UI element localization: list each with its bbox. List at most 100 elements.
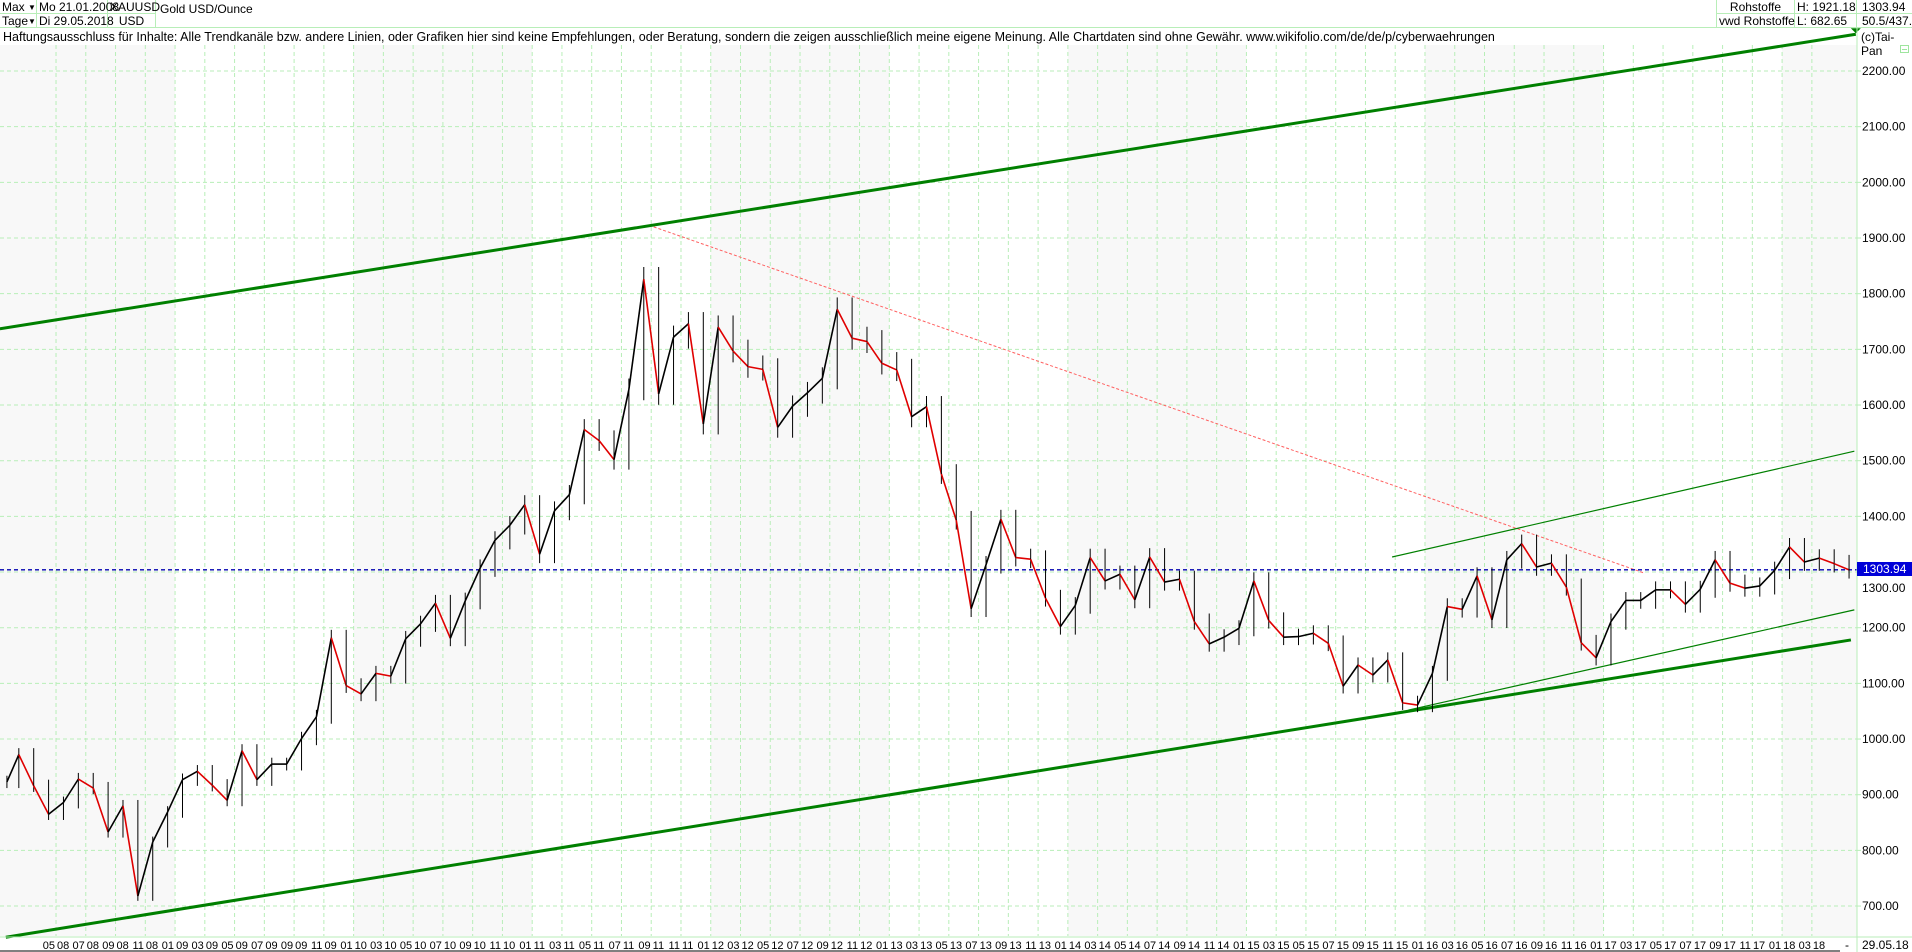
price-segment <box>285 738 303 765</box>
price-segment <box>1104 573 1121 582</box>
collapse-button[interactable] <box>1900 45 1909 53</box>
price-segment <box>881 362 898 371</box>
x-tick-label: 07 14 <box>1144 940 1171 952</box>
price-segment <box>18 754 35 787</box>
price-segment <box>1595 621 1612 659</box>
price-segment <box>241 750 258 781</box>
x-tick-label: 11 10 <box>490 940 516 952</box>
y-tick-label: 2200.00 <box>1862 64 1906 78</box>
price-segment <box>122 805 139 897</box>
price-segment <box>747 365 763 371</box>
price-segment <box>1283 635 1299 638</box>
trendline-lower-channel <box>5 638 1852 939</box>
y-tick-label: 1600.00 <box>1862 398 1906 412</box>
price-segment <box>360 672 377 695</box>
price-segment <box>1119 573 1136 601</box>
period-dropdown[interactable]: Max ▼ <box>0 0 37 14</box>
x-tick-label: 01 13 <box>876 940 903 952</box>
x-tick-label: 01 15 <box>1233 940 1260 952</box>
x-tick-label: 05 17 <box>1650 940 1677 952</box>
price-segment <box>1223 627 1240 638</box>
x-tick-label: 07 10 <box>430 940 457 952</box>
price-segment <box>821 309 839 379</box>
x-tick-label: 07 17 <box>1680 940 1707 952</box>
y-tick-label: 1700.00 <box>1862 342 1906 356</box>
price-segment <box>48 801 64 815</box>
price-segment <box>911 406 927 418</box>
price-segment <box>1268 619 1285 638</box>
x-tick-label: 11 08 <box>132 940 158 952</box>
year-band <box>1782 45 1857 936</box>
price-segment <box>1788 546 1805 563</box>
price-segment <box>509 504 526 526</box>
price-segment <box>1015 556 1031 561</box>
year-band <box>0 45 176 936</box>
price-segment <box>107 805 124 833</box>
price-segment <box>1059 604 1076 628</box>
price-segment <box>211 784 228 801</box>
price-segment <box>152 811 169 843</box>
price-segment <box>1744 585 1760 589</box>
price-segment <box>1759 569 1776 587</box>
price-segment <box>1461 575 1478 610</box>
y-tick-label: 1300.00 <box>1862 581 1906 595</box>
y-tick-label: 1400.00 <box>1862 509 1906 523</box>
x-tick-label: 09 09 <box>281 940 308 952</box>
x-tick-label: 03 14 <box>1084 940 1111 952</box>
price-segment <box>1773 546 1791 571</box>
x-tick-label: 11 09 <box>311 940 337 952</box>
x-range-dash: - <box>1845 938 1849 952</box>
price-segment <box>657 336 675 395</box>
chevron-down-icon: ▼ <box>28 16 36 26</box>
price-segment <box>628 279 645 390</box>
x-tick-label: 05 10 <box>400 940 427 952</box>
price-segment <box>1402 702 1418 706</box>
price-segment <box>1491 559 1508 621</box>
price-segment <box>390 638 407 677</box>
x-tick-label: 11 15 <box>1382 940 1408 952</box>
price-segment <box>375 672 391 677</box>
price-segment <box>1580 642 1597 659</box>
price-segment <box>792 392 808 407</box>
price-segment <box>77 778 94 789</box>
price-segment <box>553 494 570 512</box>
price-segment <box>226 750 243 801</box>
start-date: Mo 21.01.2008 <box>37 0 120 14</box>
price-segment <box>1416 673 1434 706</box>
price-segment <box>762 369 779 428</box>
x-tick-label: 05 14 <box>1114 940 1141 952</box>
price-segment <box>1536 562 1552 568</box>
x-tick-label: 05 11 <box>579 940 605 952</box>
price-segment <box>1134 556 1151 601</box>
price-segment <box>345 684 362 695</box>
x-tick-label: 03 10 <box>370 940 397 952</box>
price-segment <box>1640 589 1657 602</box>
y-tick-label: 1200.00 <box>1862 621 1906 635</box>
interval-dropdown[interactable]: Tage▼ <box>0 14 37 28</box>
x-tick-label: 09 10 <box>459 940 486 952</box>
price-segment <box>538 510 556 555</box>
instrument-name: Gold USD/Ounce <box>156 0 1717 28</box>
price-segment <box>1238 580 1255 629</box>
x-tick-label: 11 17 <box>1739 940 1765 952</box>
grid-lines <box>0 45 1857 936</box>
y-tick-label: 1800.00 <box>1862 287 1906 301</box>
price-segment <box>1164 578 1180 583</box>
price-segment <box>1208 636 1225 645</box>
price-segment <box>940 473 958 521</box>
price-segment <box>330 637 347 686</box>
price-segment <box>732 350 749 368</box>
x-tick-label: 03 11 <box>549 940 575 952</box>
x-tick-label: 05 16 <box>1471 940 1498 952</box>
y-tick-label: 800.00 <box>1862 843 1899 857</box>
price-segment <box>583 428 600 442</box>
interval-label: Tage <box>2 14 29 28</box>
x-tick-label: 09 12 <box>817 940 844 952</box>
x-tick-label: 07 13 <box>965 940 992 952</box>
chevron-down-icon: ▼ <box>28 2 36 12</box>
x-tick-label: 11 11 <box>669 940 694 952</box>
source-name: Rohstoffe <box>1717 0 1795 14</box>
price-segment <box>702 326 719 425</box>
x-tick-label: 09 14 <box>1174 940 1201 952</box>
